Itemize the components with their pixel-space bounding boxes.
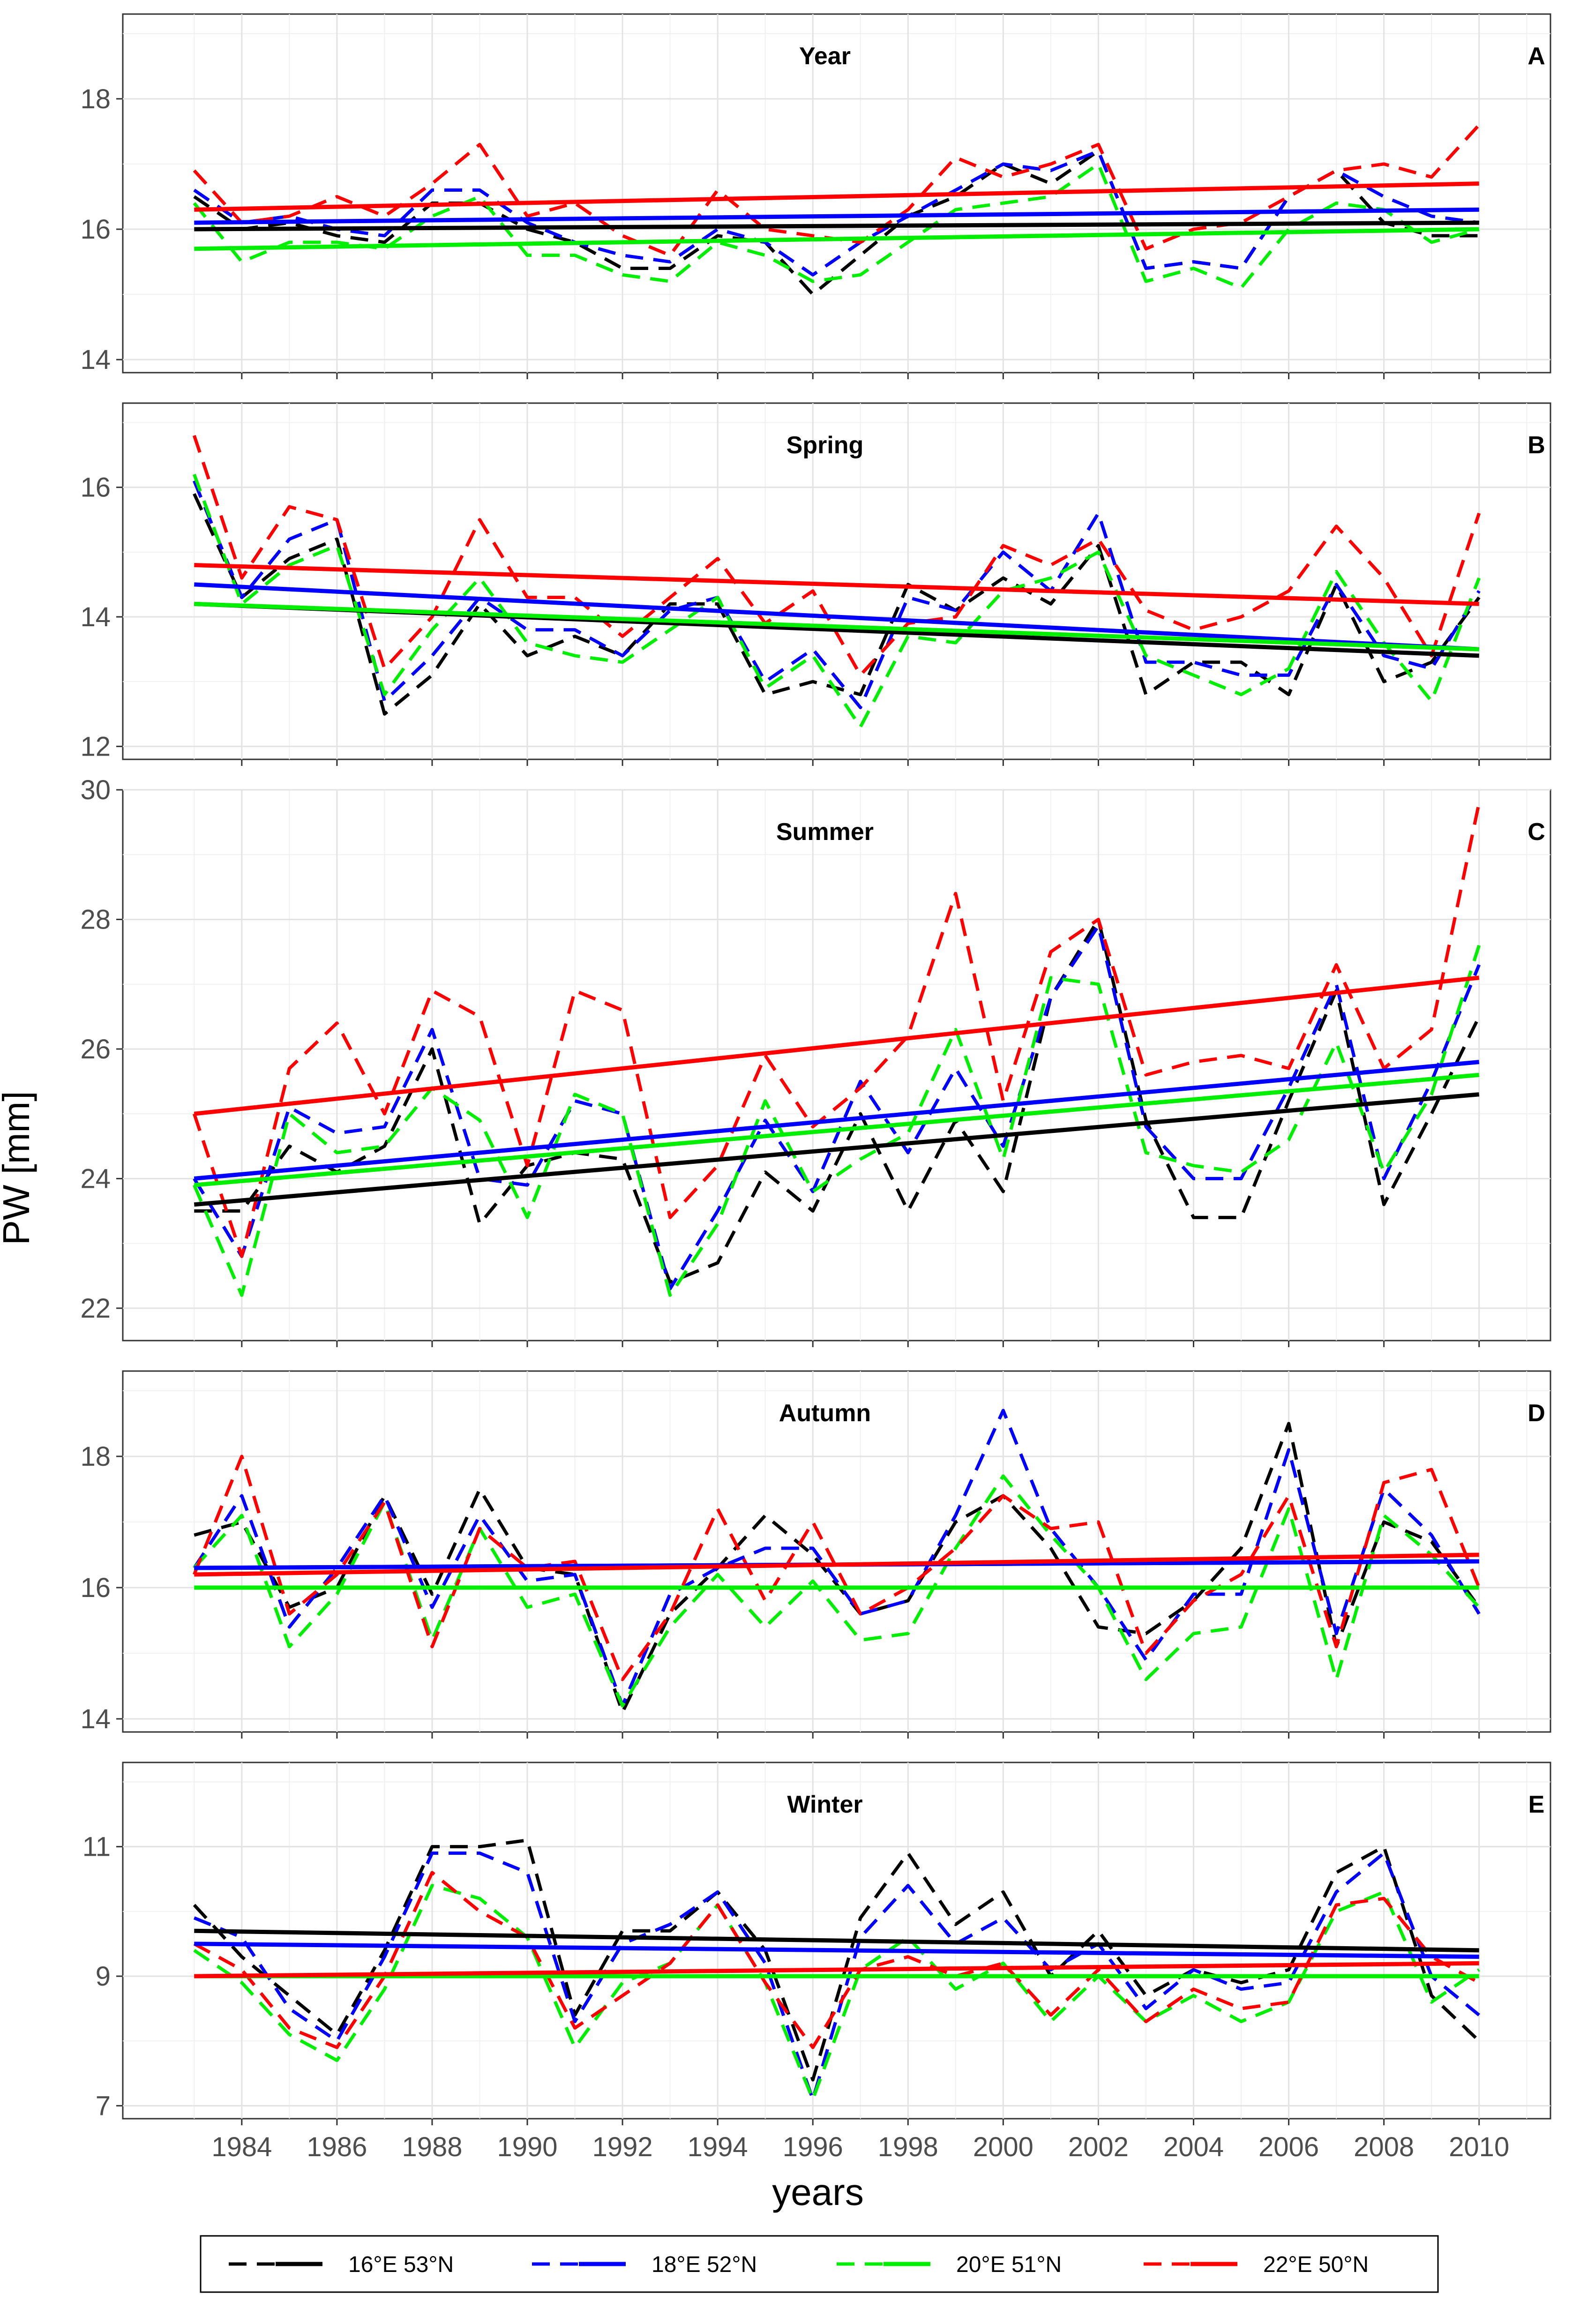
series-line-4 <box>193 1454 1481 1681</box>
panel-summer: 22 24 26 28 30 Summer C <box>80 775 1551 1347</box>
y-tick-label: 14 <box>80 345 111 375</box>
y-tick-label: 16 <box>80 472 111 503</box>
chart-panels: 14 16 18 Year A 12 14 16 Spring B 22 24 26 28 30 Summer… <box>80 13 1551 2162</box>
panel-spring: 12 14 16 Spring B <box>80 402 1551 766</box>
y-tick-label: 7 <box>96 2091 111 2121</box>
series-line-3 <box>193 162 1480 290</box>
series-line-4 <box>193 1871 1480 2049</box>
series-line-4 <box>192 435 1481 677</box>
panel-year: 14 16 18 Year A <box>80 13 1551 379</box>
trend-line-3 <box>194 1072 1480 1187</box>
y-axis-title: PW [mm] <box>0 1091 37 1245</box>
x-tick-label: 2000 <box>973 2132 1033 2162</box>
y-tick-label: 16 <box>80 214 111 245</box>
x-tick-label: 1988 <box>402 2132 462 2162</box>
panel-frame <box>122 13 1551 374</box>
panel-title: Spring <box>786 432 864 459</box>
series-line-2 <box>193 480 1481 709</box>
legend: 16°E 53°N 18°E 52°N 20°E 51°N 22°E 50°N <box>200 2235 1439 2293</box>
series-line-4 <box>192 802 1481 1258</box>
series-line-2 <box>193 1409 1481 1708</box>
panel-title: Winter <box>787 1791 862 1818</box>
trend-line-2 <box>194 1060 1480 1181</box>
x-tick-label: 2006 <box>1258 2132 1319 2162</box>
legend-label: 22°E 50°N <box>1263 2252 1369 2277</box>
x-tick-label: 1994 <box>688 2132 748 2162</box>
series-line-1 <box>194 1422 1481 1714</box>
y-tick-label: 22 <box>80 1293 111 1324</box>
x-tick-label: 2010 <box>1449 2132 1509 2162</box>
y-tick-label: 11 <box>82 1832 111 1862</box>
y-tick-label: 9 <box>96 1961 111 1992</box>
trend-line-4 <box>194 562 1479 606</box>
panel-letter: E <box>1528 1791 1545 1818</box>
series-line-2 <box>193 924 1481 1290</box>
x-tick-label: 1998 <box>878 2132 938 2162</box>
trend-line-2 <box>194 207 1479 225</box>
x-tick-label: 1992 <box>592 2132 653 2162</box>
x-tick-label: 1986 <box>307 2132 367 2162</box>
panel-letter: D <box>1528 1400 1545 1427</box>
panel-letter: A <box>1528 43 1545 70</box>
legend-items: 16°E 53°N 18°E 52°N 20°E 51°N 22°E 50°N <box>229 2252 1369 2277</box>
x-tick-label: 2002 <box>1068 2132 1129 2162</box>
panel-title: Summer <box>776 818 874 846</box>
y-tick-label: 12 <box>80 731 111 762</box>
x-axis-title: years <box>772 2171 864 2213</box>
series-line-3 <box>193 1884 1480 2101</box>
y-tick-label: 14 <box>80 1704 111 1734</box>
trend-line-4 <box>194 1552 1479 1577</box>
series-line-1 <box>194 917 1481 1284</box>
trend-line-4 <box>194 181 1479 212</box>
legend-label: 20°E 51°N <box>956 2252 1062 2277</box>
x-tick-label: 1990 <box>497 2132 558 2162</box>
x-tick-label: 1996 <box>783 2132 843 2162</box>
trend-line-4 <box>194 975 1480 1116</box>
trend-line-2 <box>194 1942 1479 1959</box>
trend-line-1 <box>194 1092 1480 1207</box>
panel-title: Autumn <box>779 1400 871 1427</box>
panel-letter: B <box>1528 432 1545 459</box>
trend-line-1 <box>194 220 1479 232</box>
y-tick-label: 14 <box>80 602 111 632</box>
y-tick-label: 16 <box>80 1573 111 1603</box>
trend-line-1 <box>194 1928 1479 1953</box>
trend-line-3 <box>194 227 1479 251</box>
series-line-1 <box>193 493 1481 716</box>
y-tick-label: 24 <box>80 1163 111 1194</box>
series-line-3 <box>193 473 1481 729</box>
panel-winter: 7 9 11 Winter E <box>82 1762 1551 2125</box>
panel-title: Year <box>799 43 851 70</box>
trend-line-4 <box>194 1961 1479 1979</box>
x-tick-label: 1984 <box>211 2132 272 2162</box>
series-line-2 <box>193 1851 1480 2101</box>
panel-frame <box>122 402 1551 760</box>
panel-frame <box>122 1370 1551 1733</box>
panel-letter: C <box>1528 818 1545 846</box>
x-tick-label: 2008 <box>1354 2132 1414 2162</box>
panel-autumn: 14 16 18 Autumn D <box>80 1370 1551 1739</box>
trend-line-2 <box>194 582 1479 652</box>
y-tick-label: 30 <box>80 775 111 805</box>
y-tick-label: 26 <box>80 1034 111 1065</box>
y-tick-label: 18 <box>80 1441 111 1472</box>
y-tick-label: 28 <box>80 904 111 935</box>
legend-label: 18°E 52°N <box>651 2252 757 2277</box>
legend-label: 16°E 53°N <box>348 2252 454 2277</box>
y-tick-label: 18 <box>80 84 111 114</box>
x-tick-label: 2004 <box>1163 2132 1224 2162</box>
trend-line-3 <box>194 601 1479 652</box>
series-line-3 <box>193 945 1481 1297</box>
